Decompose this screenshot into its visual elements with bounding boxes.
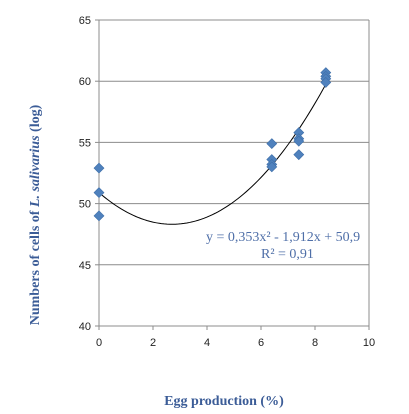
x-tick-label-5: 10 (363, 337, 375, 349)
x-tick-label-2: 4 (204, 337, 210, 349)
data-point-0 (93, 162, 105, 174)
x-tick-label-1: 2 (150, 337, 156, 349)
y-axis-title-species: L. salivarius (28, 135, 43, 208)
trendline-layer (98, 84, 327, 225)
y-tick-label-1: 45 (79, 260, 91, 272)
data-point-14 (320, 76, 332, 88)
y-axis-title-prefix: Numbers of cells of (28, 207, 43, 325)
x-tick-label-3: 6 (258, 337, 264, 349)
y-axis-title: Numbers of cells of L. salivarius (log) (28, 104, 43, 325)
data-point-10 (293, 149, 305, 161)
trend-equation: y = 0,353x² - 1,912x + 50,9 (206, 230, 360, 245)
y-tick-label-4: 60 (79, 76, 91, 88)
y-tick-label-3: 55 (79, 137, 91, 149)
x-tick-label-0: 0 (96, 337, 102, 349)
data-point-9 (293, 135, 305, 147)
grid-lines (99, 19, 369, 327)
data-point-6 (266, 161, 278, 173)
data-points (93, 67, 332, 222)
x-axis-title: Egg production (%) (164, 394, 284, 409)
y-tick-label-2: 50 (79, 199, 91, 211)
tick-labels: 40 45 50 55 60 65 0 2 4 6 8 10 (79, 15, 375, 349)
y-axis-title-suffix: (log) (28, 104, 43, 135)
trendline-curve (98, 84, 327, 225)
trend-r-squared: R² = 0,91 (261, 247, 314, 262)
y-tick-label-5: 65 (79, 15, 91, 27)
y-tick-label-0: 40 (79, 321, 91, 333)
x-tick-label-4: 8 (312, 337, 318, 349)
data-point-1 (93, 187, 105, 199)
axes (95, 19, 370, 330)
data-point-3 (266, 138, 278, 150)
data-point-2 (93, 210, 105, 222)
